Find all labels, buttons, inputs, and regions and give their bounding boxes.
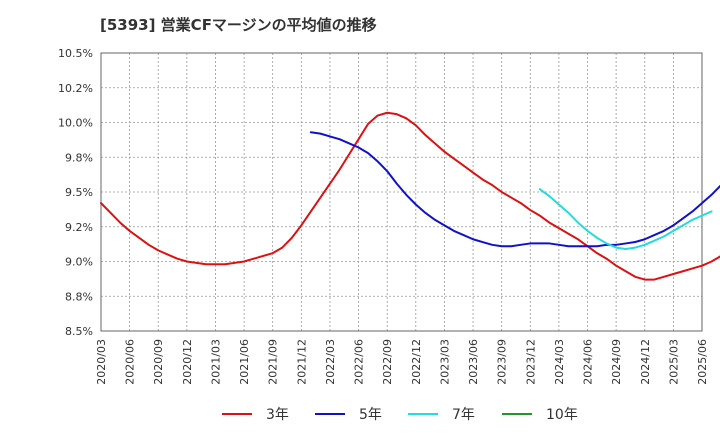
y-tick-label: 8.5% — [65, 325, 93, 338]
x-tick-label: 2021/09 — [267, 339, 280, 385]
y-tick-label: 8.8% — [65, 290, 93, 303]
x-tick-label: 2023/03 — [438, 339, 451, 385]
x-tick-label: 2025/06 — [696, 339, 709, 385]
series-line-7年 — [538, 188, 713, 250]
axes: 8.5% 8.8% 9.0% 9.2% 9.5% 9.8% 10.0% 10.2% 10.5% 2… — [58, 47, 709, 385]
x-tick-label: 2021/03 — [209, 339, 222, 385]
x-tick-label: 2022/12 — [410, 339, 423, 385]
x-tick-label: 2023/06 — [467, 339, 480, 385]
x-tick-label: 2021/06 — [238, 339, 251, 385]
y-tick-label: 9.2% — [65, 221, 93, 234]
legend-label: 10年 — [546, 407, 578, 423]
x-tick-label: 2023/12 — [524, 339, 537, 385]
x-tick-label: 2020/06 — [124, 339, 137, 385]
series — [100, 111, 720, 281]
chart-title: [5393] 営業CFマージンの平均値の推移 — [100, 16, 377, 34]
x-tick-label: 2022/03 — [324, 339, 337, 385]
series-line-3年 — [100, 111, 720, 281]
y-tick-label: 9.0% — [65, 256, 93, 269]
y-tick-label: 10.0% — [58, 117, 93, 130]
x-tick-label: 2025/03 — [667, 339, 680, 385]
x-tick-label: 2022/09 — [381, 339, 394, 385]
x-tick-label: 2020/12 — [181, 339, 194, 385]
x-tick-label: 2024/03 — [553, 339, 566, 385]
x-tick-label: 2024/06 — [582, 339, 595, 385]
grid — [100, 52, 703, 332]
legend-label: 3年 — [266, 407, 289, 423]
x-tick-label: 2021/12 — [295, 339, 308, 385]
x-tick-label: 2022/06 — [353, 339, 366, 385]
x-tick-label: 2023/09 — [496, 339, 509, 385]
legend-label: 5年 — [359, 407, 382, 423]
x-tick-label: 2020/03 — [95, 339, 108, 385]
y-tick-label: 10.2% — [58, 82, 93, 95]
plot-border — [100, 52, 703, 332]
x-tick-label: 2024/09 — [610, 339, 623, 385]
x-tick-label: 2024/12 — [639, 339, 652, 385]
y-tick-label: 9.8% — [65, 151, 93, 164]
legend-label: 7年 — [452, 407, 475, 423]
y-tick-label: 9.5% — [65, 186, 93, 199]
legend: 3年 5年 7年 10年 — [222, 407, 578, 423]
x-tick-label: 2020/09 — [152, 339, 165, 385]
series-line-5年 — [309, 131, 720, 248]
y-tick-label: 10.5% — [58, 47, 93, 60]
